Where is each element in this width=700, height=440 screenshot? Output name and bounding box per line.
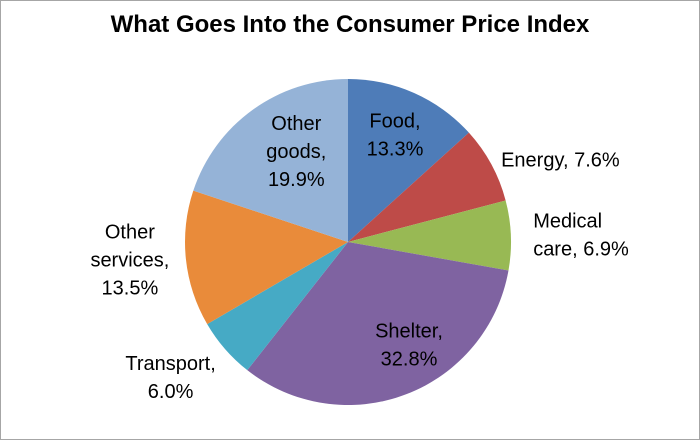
pie-label-energy: Energy, 7.6%: [501, 149, 620, 171]
pie-slice-transport: [207, 242, 348, 371]
pie-slice-other-goods: [193, 79, 348, 242]
pie-label-food: Food, 13.3%: [367, 111, 424, 161]
pie-slice-shelter: [247, 242, 509, 406]
pie-slice-other-services: [185, 190, 348, 325]
pie-label-shelter: Shelter, 32.8%: [375, 320, 443, 370]
pie-slice-energy: [348, 132, 506, 242]
pie-label-medical-care: Medical care, 6.9%: [533, 211, 629, 261]
chart-title: What Goes Into the Consumer Price Index: [110, 11, 590, 38]
pie-label-other-goods: Other goods, 19.9%: [266, 113, 326, 191]
pie-slice-food: [348, 79, 469, 242]
pie-label-other-services: Other services, 13.5%: [90, 222, 169, 300]
pie-label-transport: Transport, 6.0%: [125, 353, 215, 403]
pie-slice-medical-care: [348, 200, 511, 271]
